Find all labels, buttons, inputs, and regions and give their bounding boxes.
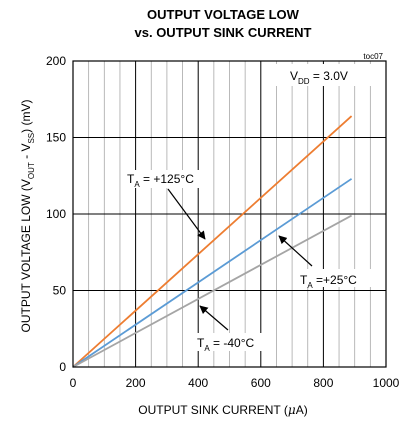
figure-tag: toc07 xyxy=(363,52,383,61)
tick-labels: 0 200 400 600 800 1000 0 50 100 150 200 xyxy=(46,54,400,390)
y-axis-label: OUTPUT VOLTAGE LOW (VOUT - VSS) (mV) xyxy=(19,100,36,333)
grid xyxy=(73,61,386,367)
series-line-1 xyxy=(72,178,353,368)
y-tick-label: 0 xyxy=(59,360,66,374)
series-annotations: TA = +125°C TA =+25°C TA = -40°C xyxy=(121,170,377,353)
chart-subtitle: vs. OUTPUT SINK CURRENT xyxy=(135,25,312,40)
x-tick-label: 0 xyxy=(70,376,77,390)
y-tick-label: 100 xyxy=(46,207,66,221)
x-tick-label: 200 xyxy=(126,376,146,390)
x-tick-label: 600 xyxy=(251,376,271,390)
y-tick-label: 150 xyxy=(46,131,66,145)
annotation-arrow xyxy=(278,235,313,267)
condition-background xyxy=(262,64,382,86)
annotation-background xyxy=(121,170,205,188)
x-tick-label: 400 xyxy=(188,376,208,390)
annotation-arrow xyxy=(167,188,206,240)
condition-label: VDD = 3.0V xyxy=(290,69,348,86)
annotation-background xyxy=(297,269,377,287)
series-label-2: TA = -40°C xyxy=(197,336,255,353)
x-tick-label: 800 xyxy=(313,376,333,390)
plot-frame xyxy=(72,60,387,368)
x-axis-label: OUTPUT SINK CURRENT (μA) xyxy=(138,403,307,417)
series-line-0 xyxy=(72,115,353,368)
chart-title: OUTPUT VOLTAGE LOW xyxy=(147,7,300,22)
series-lines xyxy=(72,115,353,368)
series-line-2 xyxy=(72,214,352,368)
x-tick-label: 1000 xyxy=(373,376,400,390)
y-tick-label: 200 xyxy=(46,54,66,68)
annotation-background xyxy=(194,333,264,351)
annotation-arrow xyxy=(199,305,229,331)
series-label-0: TA = +125°C xyxy=(127,172,194,189)
series-label-1: TA =+25°C xyxy=(300,273,357,290)
y-tick-label: 50 xyxy=(53,284,67,298)
